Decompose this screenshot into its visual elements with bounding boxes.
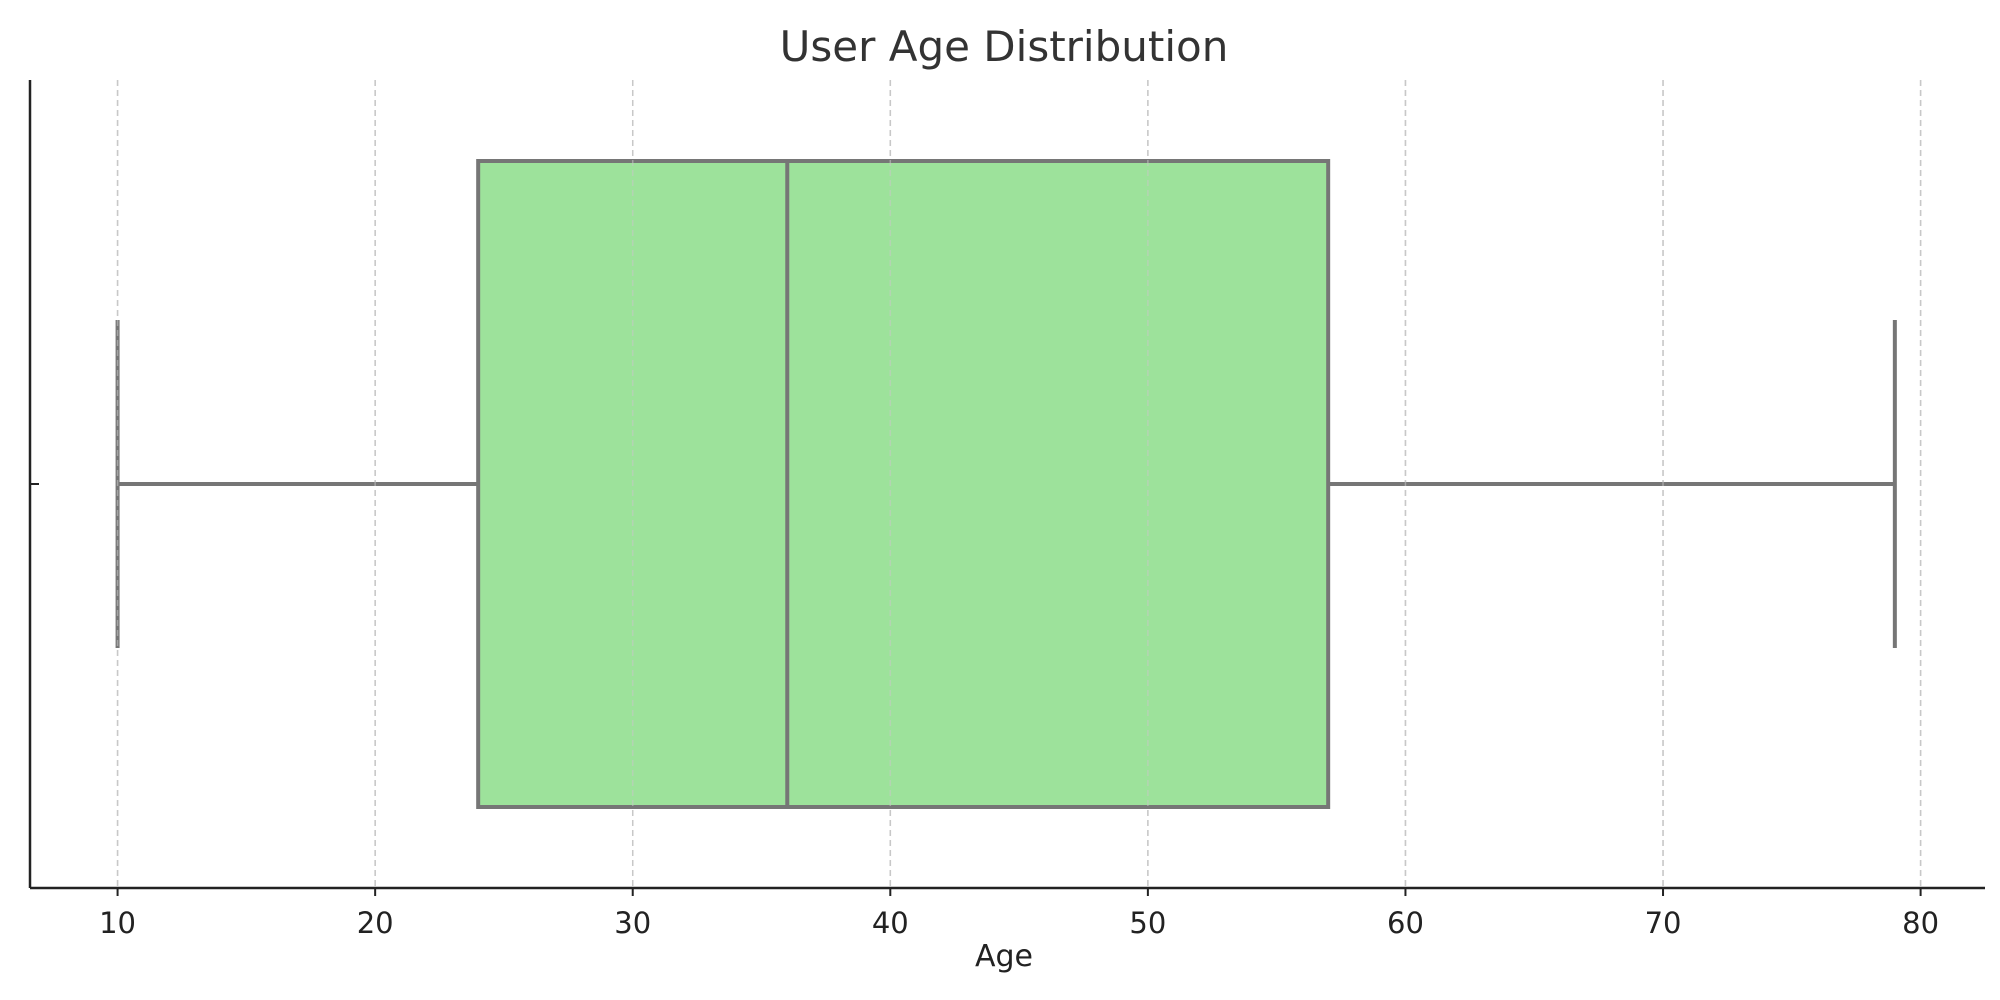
x-tick-label: 50	[1129, 906, 1166, 940]
x-tick-label: 70	[1645, 906, 1682, 940]
x-tick-label: 60	[1387, 906, 1424, 940]
x-tick-label: 10	[99, 906, 136, 940]
chart-title: User Age Distribution	[780, 22, 1229, 71]
x-tick-label: 80	[1902, 906, 1939, 940]
x-tick-label: 30	[614, 906, 651, 940]
iqr-box	[476, 159, 1331, 809]
axes	[28, 80, 1985, 896]
box-plot	[115, 159, 1897, 809]
x-tick-labels: 10 20 30 40 50 60 70 80	[99, 906, 1939, 940]
x-tick-label: 20	[357, 906, 394, 940]
grid-lines-overlay	[116, 80, 1922, 888]
x-tick-label: 40	[872, 906, 909, 940]
x-axis-label: Age	[975, 939, 1033, 974]
